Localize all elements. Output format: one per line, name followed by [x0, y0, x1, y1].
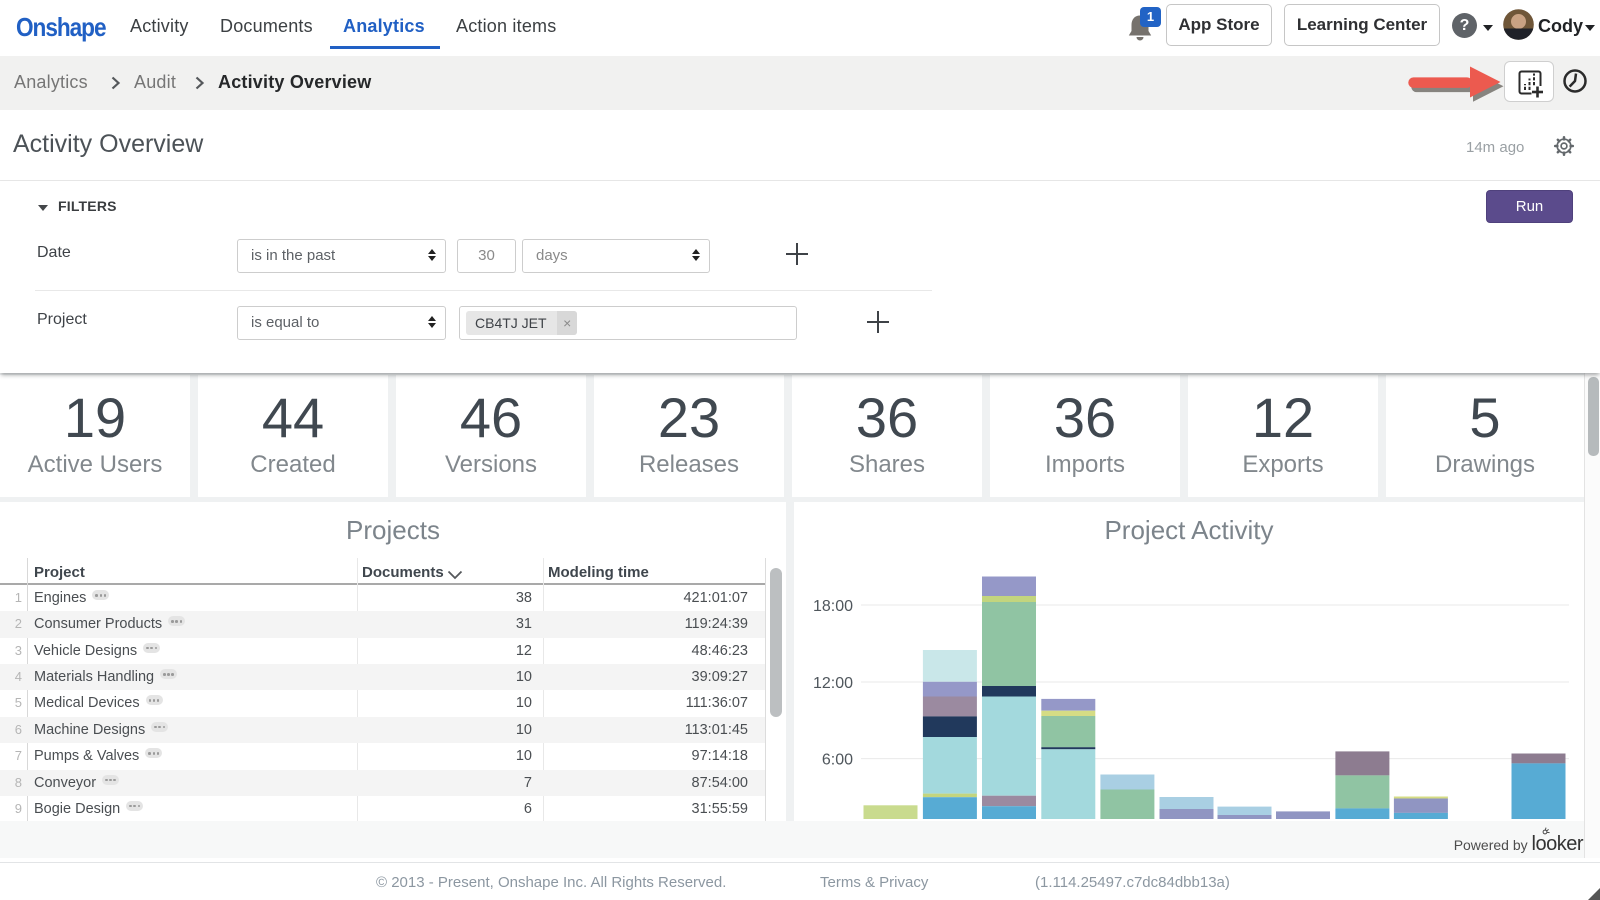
- svg-text:12:00: 12:00: [813, 675, 853, 692]
- svg-text:6:00: 6:00: [822, 752, 853, 769]
- svg-text:18:00: 18:00: [813, 598, 853, 615]
